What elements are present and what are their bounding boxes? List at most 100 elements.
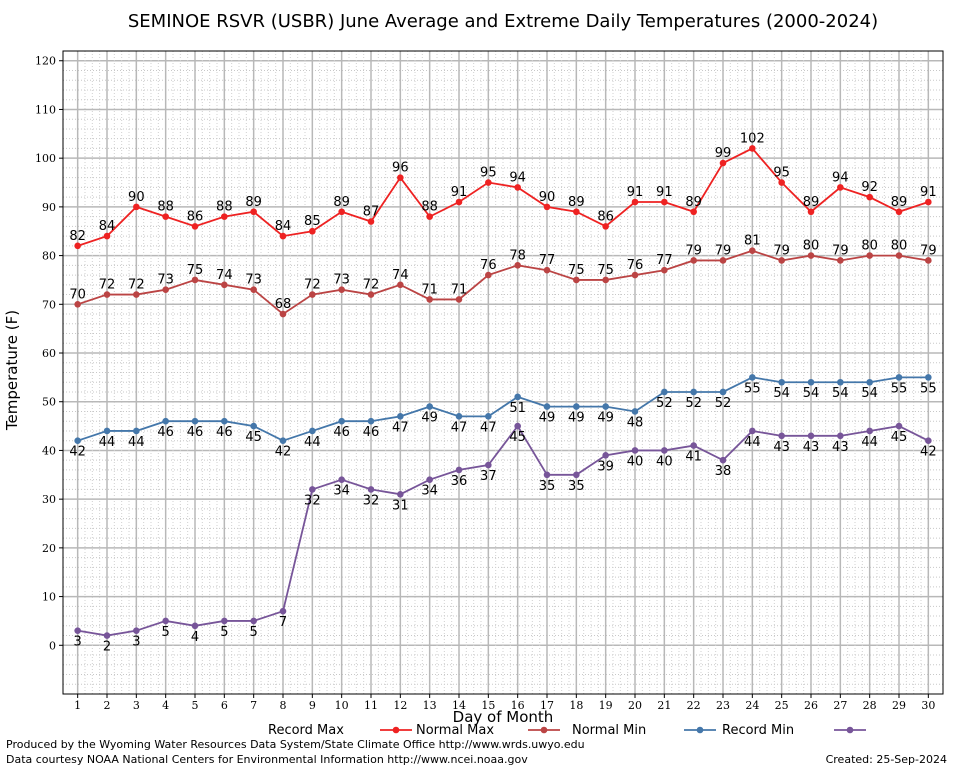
x-tick-label: 17 (540, 699, 554, 712)
data-point (250, 617, 257, 625)
data-label: 49 (421, 411, 438, 426)
data-point (573, 276, 580, 284)
data-point (133, 291, 140, 298)
data-point (367, 218, 375, 225)
data-label: 72 (99, 278, 116, 293)
data-label: 54 (832, 386, 849, 401)
series-normal-min: 42 44 44 46 46 46 45 42 44 46 46 47 49 47 47 51 49 49 49 48… (69, 374, 937, 460)
data-label: 52 (715, 396, 732, 411)
data-label: 42 (69, 445, 86, 460)
data-point (367, 291, 375, 298)
x-tick-label: 10 (335, 699, 349, 712)
x-tick-label: 20 (628, 699, 642, 712)
data-label: 92 (861, 180, 878, 195)
data-point (367, 417, 375, 425)
data-label: 94 (509, 170, 526, 185)
data-point (279, 310, 287, 318)
data-point (543, 266, 551, 274)
data-point (895, 252, 903, 259)
data-label: 54 (773, 386, 790, 401)
data-label: 45 (245, 430, 262, 445)
data-label: 78 (509, 248, 526, 263)
data-label: 95 (773, 166, 790, 181)
legend-label: Normal Max (416, 723, 494, 738)
data-label: 91 (451, 185, 468, 200)
data-label: 94 (832, 170, 849, 185)
data-label: 55 (891, 381, 908, 396)
data-label: 43 (773, 440, 790, 455)
data-point (866, 427, 873, 435)
data-label: 3 (132, 635, 140, 650)
data-point (778, 257, 785, 264)
data-label: 82 (69, 229, 86, 244)
data-point (485, 179, 492, 186)
data-label: 80 (861, 239, 878, 254)
x-tick-label: 9 (309, 699, 316, 712)
data-label: 89 (685, 195, 702, 210)
data-label: 88 (216, 200, 233, 215)
data-label: 45 (509, 430, 526, 445)
data-label: 5 (220, 625, 228, 640)
data-label: 74 (392, 268, 409, 283)
x-tick-label: 29 (892, 699, 906, 712)
data-label: 2 (103, 640, 111, 655)
data-point (837, 184, 844, 191)
data-label: 96 (392, 161, 409, 176)
data-label: 79 (715, 243, 732, 258)
data-point (514, 262, 521, 269)
data-label: 32 (363, 493, 380, 508)
data-point (74, 437, 81, 444)
data-point (895, 374, 903, 381)
x-tick-label: 25 (775, 699, 789, 712)
data-point (338, 286, 345, 293)
series-line-normal-max (77, 249, 929, 316)
y-tick-label: 90 (42, 201, 56, 214)
data-point (426, 403, 433, 410)
data-point (778, 179, 785, 186)
data-point (631, 271, 639, 279)
data-point (397, 281, 404, 289)
data-label: 84 (99, 219, 116, 234)
data-point (573, 208, 580, 216)
y-tick-label: 70 (42, 298, 56, 311)
data-point (602, 276, 609, 284)
data-point (455, 466, 463, 474)
data-label: 51 (509, 401, 526, 416)
data-point (279, 232, 287, 240)
data-point (807, 208, 815, 216)
data-label: 4 (191, 630, 199, 645)
data-label: 75 (568, 263, 585, 278)
data-point (925, 257, 932, 264)
data-point (426, 296, 433, 303)
data-point (162, 286, 169, 293)
footer-created-date: Created: 25-Sep-2024 (826, 753, 947, 766)
data-point (133, 203, 140, 211)
data-point (250, 208, 257, 216)
data-point (397, 174, 404, 181)
data-label: 79 (920, 243, 937, 258)
data-label: 86 (597, 209, 614, 224)
data-label: 80 (891, 239, 908, 254)
data-label: 72 (128, 278, 145, 293)
y-tick-label: 10 (42, 591, 56, 604)
data-point (661, 388, 668, 396)
data-label: 46 (363, 425, 380, 440)
legend-item-record-min: Record Min (722, 723, 866, 738)
data-label: 5 (162, 625, 170, 640)
series-line-normal-min (77, 376, 929, 442)
data-point (925, 374, 932, 381)
data-point (162, 417, 169, 425)
data-label: 71 (451, 282, 468, 297)
data-point (749, 247, 756, 255)
plot-area-frame (62, 50, 944, 695)
chart-title: SEMINOE RSVR (USBR) June Average and Ext… (128, 11, 878, 32)
y-tick-label: 120 (35, 55, 56, 68)
data-point (74, 627, 81, 634)
data-point (573, 403, 580, 410)
data-label: 80 (803, 239, 820, 254)
data-point (74, 242, 81, 250)
data-label: 37 (480, 469, 497, 484)
data-point (778, 378, 785, 386)
data-point (103, 427, 111, 435)
